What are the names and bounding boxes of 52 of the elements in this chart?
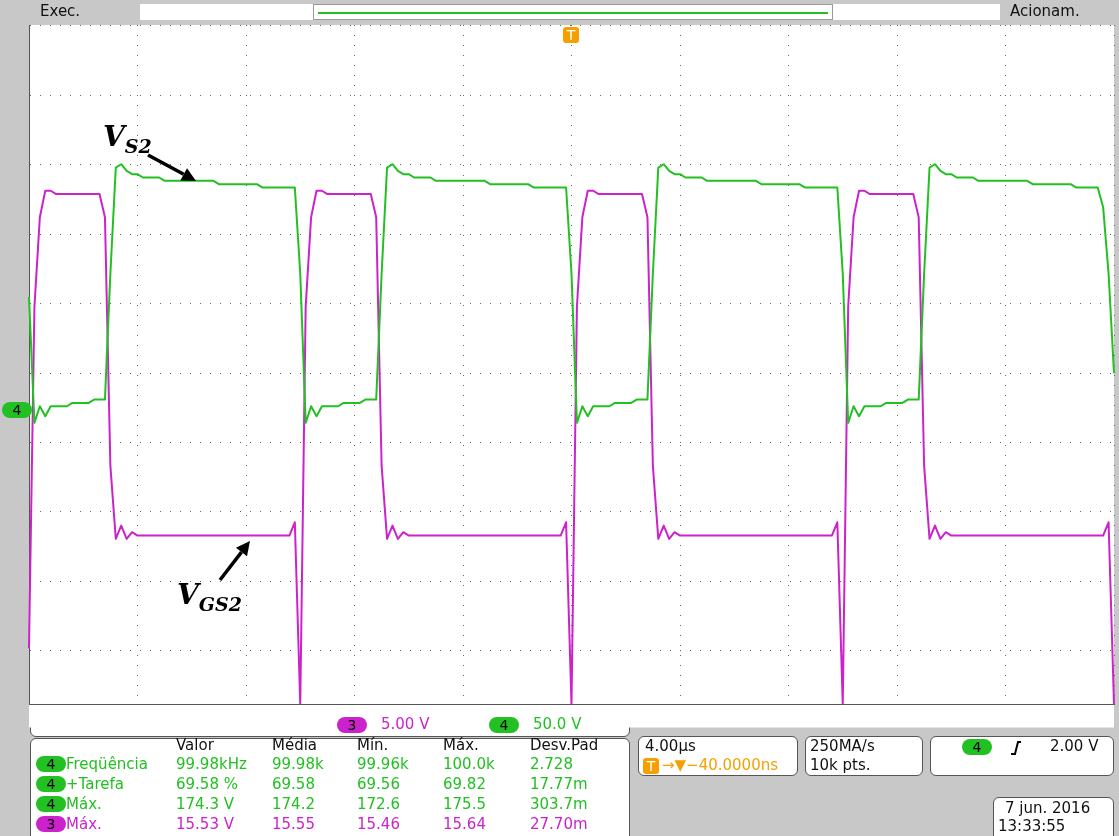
text: 5.00 V	[381, 715, 430, 733]
text: 250MA/s	[810, 737, 875, 755]
text: 174.2	[272, 795, 315, 813]
text: 10k pts.	[810, 756, 871, 774]
text: 13:33:55	[998, 817, 1066, 835]
text: 7 jun. 2016	[1005, 799, 1091, 817]
text: Desv.Pad	[530, 736, 599, 754]
text: 50.0 V	[533, 715, 582, 733]
text: 4	[36, 756, 66, 772]
text: 172.6	[357, 795, 400, 813]
text: 99.98kHz	[176, 755, 247, 773]
text: Exec.	[40, 2, 81, 20]
text: 69.58	[272, 775, 315, 793]
text: 15.64	[443, 815, 486, 833]
text: 2.728	[530, 755, 573, 773]
text: 69.56	[357, 775, 400, 793]
text: +Tarefa	[66, 775, 124, 793]
text: →▼−40.0000ns	[662, 756, 779, 774]
text: 174.3 V	[176, 795, 234, 813]
text: 4	[36, 776, 66, 792]
text: 4	[489, 717, 519, 733]
text: 4.00µs	[645, 737, 696, 755]
text: 15.46	[357, 815, 400, 833]
text: T	[643, 758, 659, 774]
text: Mín.	[357, 736, 389, 754]
text: 4	[962, 739, 992, 755]
text: Máx.	[66, 815, 102, 833]
text: 27.70m	[530, 815, 588, 833]
text: 17.77m	[530, 775, 588, 793]
text: Média	[272, 736, 318, 754]
text: 3	[36, 816, 66, 832]
text: 69.82	[443, 775, 486, 793]
text: Valor	[176, 736, 214, 754]
text: 4	[36, 796, 66, 812]
text: 3	[337, 717, 367, 733]
text: Freqüência	[66, 755, 148, 773]
text: 4	[2, 402, 32, 418]
text: Máx.	[66, 795, 102, 813]
text: 175.5	[443, 795, 486, 813]
text: Máx.	[443, 736, 479, 754]
text: 99.96k	[357, 755, 409, 773]
text: 2.00 V	[1050, 737, 1099, 755]
text: 69.58 %	[176, 775, 238, 793]
text: T	[563, 27, 579, 43]
text: 15.55	[272, 815, 315, 833]
series-label: V$_{S2}$	[103, 120, 152, 157]
text: 99.98k	[272, 755, 324, 773]
text: 100.0k	[443, 755, 495, 773]
series-label: V$_{GS2}$	[177, 578, 242, 615]
text: 303.7m	[530, 795, 588, 813]
text: Acionam.	[1010, 2, 1080, 20]
text: 15.53 V	[176, 815, 234, 833]
